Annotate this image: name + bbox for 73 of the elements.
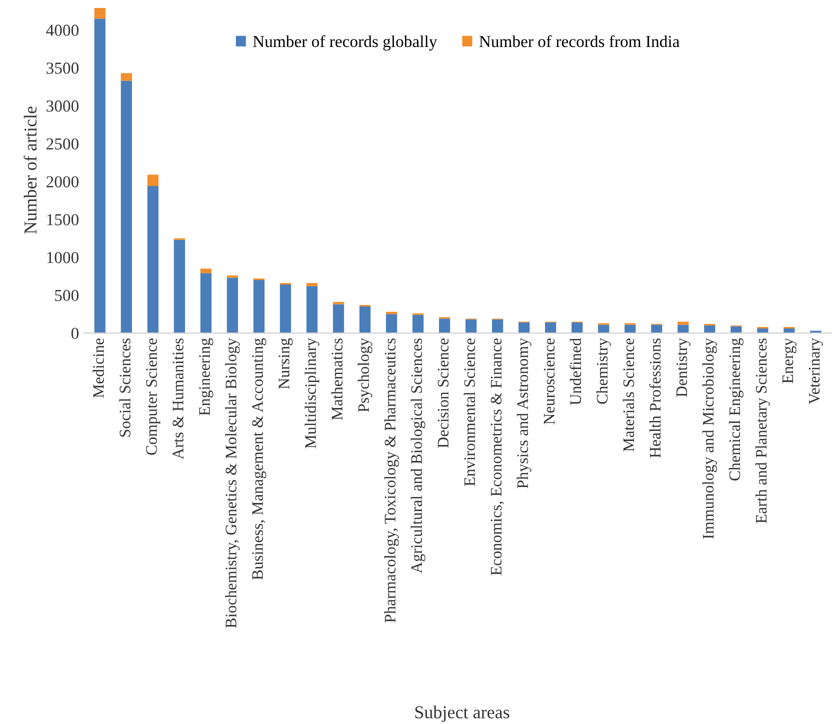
y-axis-title: Number of article <box>24 106 37 234</box>
x-tick-label: Decision Science <box>438 338 449 448</box>
x-tick-label: Materials Science <box>622 338 634 452</box>
bar <box>624 324 636 334</box>
y-tick-label: 3000 <box>46 100 79 112</box>
bar <box>438 318 450 334</box>
x-tick-label: Veterinary <box>808 338 823 404</box>
x-tick-label: Physics and Astronomy <box>516 338 532 488</box>
y-tick-label: 500 <box>55 290 79 302</box>
legend-label: Number of records globally <box>253 35 438 51</box>
x-tick-label: Multidisciplinary <box>304 338 320 448</box>
bar <box>147 174 158 186</box>
x-tick-label: Undefined <box>570 338 582 405</box>
x-tick-label: Mathematics <box>331 338 342 420</box>
x-tick-label: Chemical Engineering <box>728 338 744 481</box>
bar <box>359 306 371 334</box>
bar <box>280 284 292 334</box>
bar <box>492 319 504 334</box>
bar <box>306 286 318 334</box>
bar <box>784 328 795 334</box>
x-tick-label: Immunology and Microbiology <box>702 338 717 539</box>
x-tick-label: Computer Science <box>146 338 160 455</box>
bar <box>651 324 662 334</box>
bar <box>174 240 186 334</box>
x-tick-label: Economics, Econometrics & Finance <box>490 338 504 576</box>
bar <box>94 18 106 334</box>
y-tick-label: 1500 <box>47 214 79 226</box>
bar <box>94 8 106 19</box>
y-tick-label: 3500 <box>46 62 79 74</box>
bar <box>412 314 424 334</box>
bar <box>518 322 530 334</box>
y-tick-label: 1000 <box>47 252 79 264</box>
bar <box>120 73 132 81</box>
x-tick-label: Nursing <box>278 338 293 389</box>
x-tick-label: Agricultural and Biological Sciences <box>410 338 426 574</box>
bar <box>730 326 742 334</box>
x-tick-label: Arts & Humanities <box>172 338 184 460</box>
bar <box>200 268 212 274</box>
x-tick-label: Neuroscience <box>544 338 555 424</box>
x-tick-label: Health Professions <box>649 338 661 458</box>
x-tick-label: Business, Management & Accounting <box>252 338 266 580</box>
x-tick-label: Energy <box>782 338 796 384</box>
x-axis-title: Subject areas <box>415 706 510 722</box>
x-tick-label: Medicine <box>92 338 104 398</box>
y-tick-label: 2000 <box>46 176 79 188</box>
x-tick-label: Earth and Planetary Sciences <box>755 338 770 524</box>
bar <box>545 322 556 334</box>
y-tick-label: 4000 <box>46 24 79 36</box>
x-tick-label: Environmental Science <box>464 338 476 486</box>
y-tick-label: 2500 <box>46 138 79 150</box>
bar <box>332 304 344 334</box>
bar <box>200 273 212 334</box>
bar <box>465 319 477 334</box>
x-tick-label: Dentistry <box>676 338 690 397</box>
legend-label: Number of records from India <box>479 35 680 48</box>
y-tick-label: 0 <box>71 328 79 339</box>
bar <box>598 324 610 334</box>
bar <box>120 80 132 334</box>
bar <box>386 314 398 334</box>
bar <box>678 324 689 334</box>
bar <box>253 280 265 334</box>
x-tick-label: Biochemistry, Genetics & Molecular Biology <box>225 338 240 628</box>
bar <box>572 322 583 334</box>
bar <box>226 278 238 334</box>
bar <box>704 325 716 334</box>
x-tick-label: Social Sciences <box>119 338 130 437</box>
x-tick-label: Pharmacology, Toxicology & Pharmaceutics <box>384 338 399 622</box>
bar <box>147 186 158 334</box>
x-tick-label: Engineering <box>199 338 214 416</box>
bar <box>678 322 689 325</box>
x-tick-label: Psychology <box>358 338 372 412</box>
x-tick-label: Chemistry <box>596 338 611 404</box>
bar <box>306 283 318 286</box>
